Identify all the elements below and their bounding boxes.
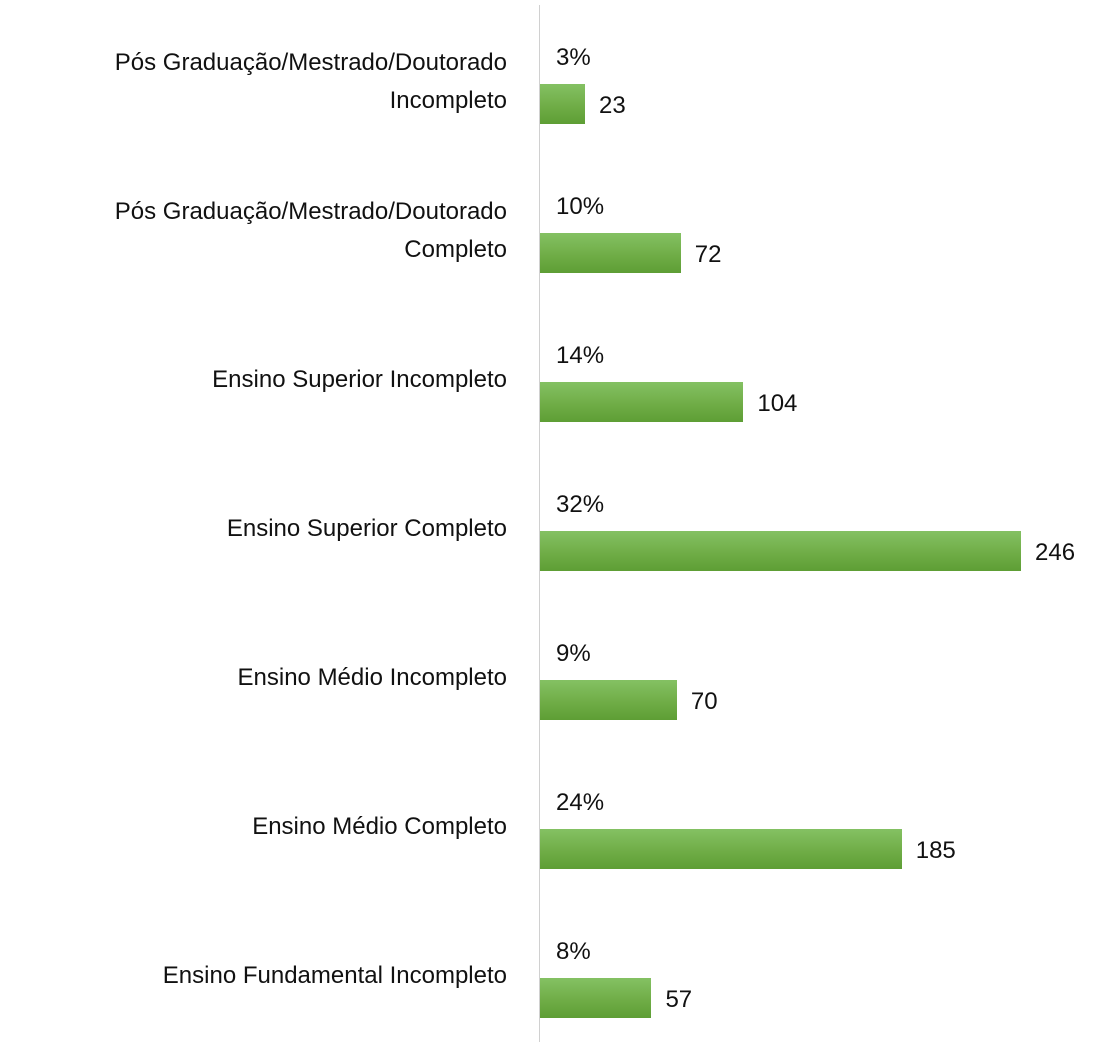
bar bbox=[540, 829, 902, 869]
value-label: 70 bbox=[690, 688, 718, 715]
category-label: Ensino Superior Incompleto bbox=[212, 366, 507, 393]
value-label: 185 bbox=[915, 837, 956, 864]
category-label: Pós Graduação/Mestrado/Doutorado Incompl… bbox=[114, 49, 507, 114]
bar bbox=[540, 382, 744, 422]
value-label: 72 bbox=[694, 241, 722, 268]
percent-label: 24% bbox=[556, 789, 605, 816]
percent-label: 8% bbox=[556, 938, 591, 965]
value-label: 23 bbox=[598, 92, 626, 119]
percent-label: 14% bbox=[556, 342, 605, 369]
percent-label: 10% bbox=[556, 193, 605, 220]
bar bbox=[540, 233, 681, 273]
percent-label: 32% bbox=[556, 491, 605, 518]
bar bbox=[540, 680, 677, 720]
category-label: Ensino Médio Completo bbox=[252, 813, 507, 840]
axis-line bbox=[539, 5, 540, 1042]
category-label: Pós Graduação/Mestrado/Doutorado Complet… bbox=[114, 198, 507, 263]
value-label: 104 bbox=[757, 390, 798, 417]
category-label: Ensino Médio Incompleto bbox=[237, 664, 507, 691]
category-label: Ensino Superior Completo bbox=[226, 515, 507, 542]
bar bbox=[540, 978, 652, 1018]
category-label: Ensino Fundamental Incompleto bbox=[162, 962, 507, 989]
bar bbox=[540, 84, 585, 124]
value-label: 57 bbox=[665, 986, 693, 1013]
percent-label: 3% bbox=[556, 44, 591, 71]
value-label: 246 bbox=[1035, 539, 1076, 566]
percent-label: 9% bbox=[556, 640, 591, 667]
bar bbox=[540, 531, 1021, 571]
